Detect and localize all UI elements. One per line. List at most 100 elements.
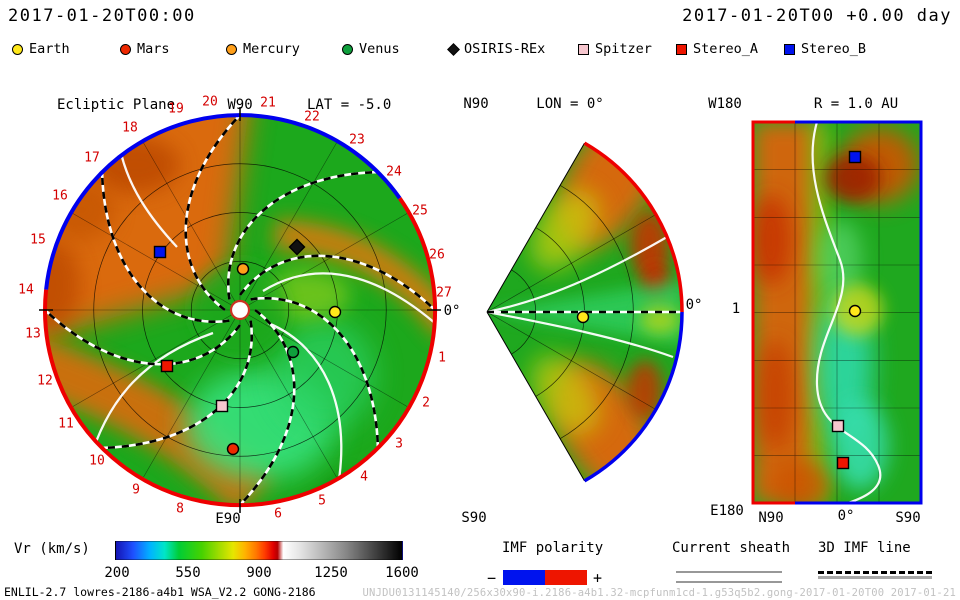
mercury-legend-icon [226, 43, 237, 55]
venus-marker [286, 345, 300, 359]
imf-plus-sign: + [593, 569, 603, 587]
stereo-b-marker [153, 245, 167, 259]
polarity-boundary [751, 120, 923, 505]
ecliptic-w90-label: W90 [227, 97, 253, 113]
radial-n90-label: N90 [758, 510, 784, 526]
imf-polarity-label: IMF polarity [502, 540, 604, 556]
venus-legend-icon [342, 43, 353, 55]
day-tick: 6 [274, 506, 282, 522]
day-tick: 21 [260, 95, 276, 111]
day-tick: 16 [52, 188, 68, 204]
day-tick: 12 [37, 373, 53, 389]
legend-label: Mercury [243, 41, 300, 57]
current-sheath-sample [676, 571, 782, 583]
imf-positive-swatch [545, 570, 587, 585]
earth-marker [576, 310, 590, 324]
day-tick: 4 [360, 469, 368, 485]
legend-label: Venus [359, 41, 400, 57]
day-tick: 9 [132, 482, 140, 498]
radial-w180-label: W180 [708, 96, 742, 112]
body-markers [153, 238, 342, 456]
day-tick: 3 [395, 436, 403, 452]
legend-item-venus: Venus [342, 41, 400, 57]
colorbar-tick: 1250 [314, 565, 348, 581]
body-markers [831, 150, 862, 470]
mercury-marker [236, 262, 250, 276]
day-tick: 13 [25, 326, 41, 342]
ecliptic-lat-label: LAT = -5.0 [307, 97, 392, 113]
stereo-a-marker [836, 456, 850, 470]
speed-colormap [753, 122, 921, 503]
day-tick: 24 [386, 164, 402, 180]
stereo-b-marker [848, 150, 862, 164]
polarity-boundary [486, 141, 684, 483]
imf-line-label: 3D IMF line [818, 540, 911, 556]
datetime-current: 2017-01-20T00:00 [8, 6, 196, 26]
radial-surface-plot [751, 120, 923, 505]
legend-item-mercury: Mercury [226, 41, 300, 57]
day-tick: 25 [412, 203, 428, 219]
colorbar-tick: 550 [175, 565, 201, 581]
legend-item-stereo-a: Stereo_A [676, 41, 758, 57]
day-tick: 15 [30, 232, 46, 248]
day-tick: 22 [304, 109, 320, 125]
legend-label: Stereo_B [801, 41, 867, 57]
model-info: ENLIL-2.7 lowres-2186-a4b1 WSA_V2.2 GONG… [4, 585, 316, 599]
radial-r-tick: 1 [731, 301, 741, 317]
meridional-title: LON = 0° [536, 96, 604, 112]
imf-minus-sign: − [487, 569, 497, 587]
stereo-a-legend-icon [676, 43, 687, 55]
meridional-zero-label: 0° [685, 297, 703, 313]
meridional-s90-label: S90 [461, 510, 487, 526]
radial-title: R = 1.0 AU [813, 96, 899, 112]
legend-item-spitzer: Spitzer [578, 41, 652, 57]
legend-label: Stereo_A [693, 41, 759, 57]
current-sheet-lines [487, 236, 674, 359]
earth-marker [848, 304, 862, 318]
radial-zero-label: 0° [837, 508, 855, 524]
day-tick: 10 [89, 453, 105, 469]
spitzer-marker [831, 419, 845, 433]
spitzer-legend-icon [578, 43, 589, 55]
colorbar-tick: 1600 [385, 565, 419, 581]
current-sheath-label: Current sheath [672, 540, 791, 556]
ecliptic-plot [39, 107, 441, 513]
datetime-forecast: 2017-01-20T00 +0.00 day [682, 6, 952, 26]
legend-item-stereo-b: Stereo_B [784, 41, 866, 57]
legend-item-osiris-rex: OSIRIS-REx [447, 41, 546, 57]
latlon-grid [753, 122, 921, 503]
colorbar [115, 541, 403, 560]
legend-label: Spitzer [595, 41, 652, 57]
day-tick: 23 [349, 132, 365, 148]
day-tick: 19 [168, 101, 184, 117]
legend-item-earth: Earth [12, 41, 70, 57]
legend-label: OSIRIS-REx [464, 41, 546, 57]
meridional-n90-label: N90 [463, 96, 489, 112]
day-tick: 1 [438, 350, 446, 366]
radial-s90-label: S90 [895, 510, 921, 526]
meridional-plot [486, 141, 684, 483]
current-sheet-line [811, 122, 882, 503]
colorbar-label: Vr (km/s) [14, 541, 90, 557]
ecliptic-title: Ecliptic Plane [57, 97, 176, 113]
imf-line-sample-shadow [818, 576, 932, 579]
legend-label: Earth [29, 41, 70, 57]
imf-negative-swatch [503, 570, 545, 585]
sun-marker [229, 299, 251, 321]
day-tick: 11 [58, 416, 74, 432]
day-tick: 20 [202, 94, 218, 110]
radial-e180-label: E180 [710, 503, 744, 519]
ecliptic-e90-label: E90 [215, 511, 241, 527]
stereo-b-legend-icon [784, 43, 795, 55]
day-tick: 2 [422, 395, 430, 411]
osiris-rex-legend-icon [447, 42, 460, 56]
day-tick: 27 [436, 285, 452, 301]
ecliptic-zero-label: 0° [443, 303, 461, 319]
run-watermark: UNJDU0131145140/256x30x90-i.2186-a4b1.32… [362, 587, 956, 599]
mars-marker [226, 442, 240, 456]
legend-label: Mars [137, 41, 170, 57]
colorbar-tick: 200 [104, 565, 130, 581]
cardinal-ticks [39, 107, 441, 513]
day-tick: 18 [122, 120, 138, 136]
